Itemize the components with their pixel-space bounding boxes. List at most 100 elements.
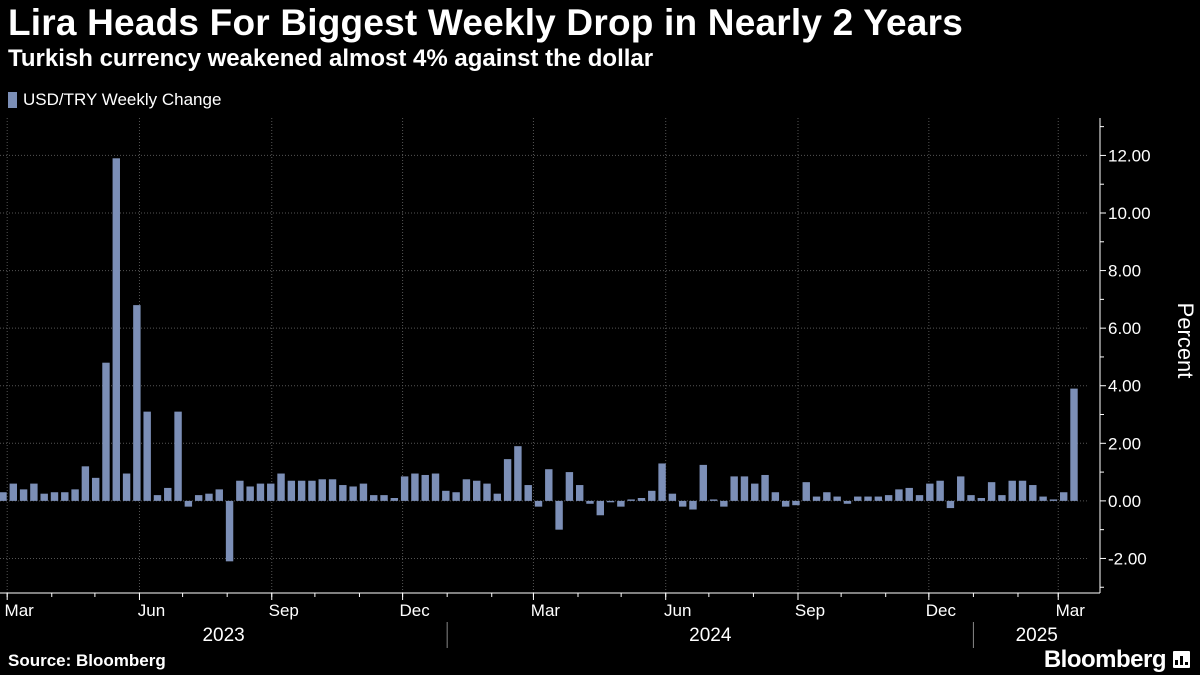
bar <box>483 483 491 501</box>
bar <box>967 495 975 501</box>
x-tick-label: Mar <box>1056 601 1086 620</box>
bar <box>957 476 965 501</box>
bar <box>339 485 347 501</box>
x-tick-label: Dec <box>926 601 957 620</box>
bar <box>133 305 141 501</box>
bar <box>761 474 769 501</box>
bar <box>792 500 800 506</box>
x-tick-label: Mar <box>5 601 35 620</box>
x-tick-label: Jun <box>664 601 691 620</box>
bar <box>998 495 1006 501</box>
year-label: 2023 <box>202 625 244 646</box>
bar <box>699 464 707 501</box>
bar <box>843 500 852 504</box>
legend: USD/TRY Weekly Change <box>8 90 221 110</box>
y-tick-label: 6.00 <box>1108 319 1141 338</box>
bar <box>781 500 790 507</box>
x-tick-label: Sep <box>269 601 299 620</box>
bar <box>915 495 924 501</box>
y-tick-label: -2.00 <box>1108 549 1147 568</box>
bar <box>946 500 955 509</box>
y-tick-label: 2.00 <box>1108 434 1141 453</box>
grid-lines <box>0 118 1087 593</box>
bar <box>297 480 306 501</box>
bar <box>1049 499 1058 501</box>
chart-title: Lira Heads For Biggest Weekly Drop in Ne… <box>8 2 963 43</box>
bar <box>740 476 749 501</box>
bar <box>0 492 7 501</box>
bar <box>678 500 687 507</box>
bar <box>854 496 862 501</box>
y-tick-label: 10.00 <box>1108 204 1151 223</box>
bar <box>689 500 697 510</box>
bar <box>493 493 502 501</box>
bar <box>802 482 810 501</box>
bar <box>215 489 223 501</box>
bar <box>575 485 584 501</box>
bar <box>184 500 193 507</box>
x-axis: Mar Jun Sep Dec Mar Jun Sep Dec Mar 2023 2024 2025 <box>0 592 1100 648</box>
bar <box>524 485 532 501</box>
bar <box>596 500 604 516</box>
bar <box>751 483 759 501</box>
bar <box>30 483 38 501</box>
bar <box>359 483 368 501</box>
legend-label: USD/TRY Weekly Change <box>23 90 222 109</box>
x-tick-label: Jun <box>138 601 165 620</box>
bar <box>977 498 986 501</box>
bar <box>864 496 872 501</box>
bar <box>895 489 903 501</box>
bar <box>431 473 440 501</box>
bar <box>987 482 996 501</box>
bar <box>112 158 120 501</box>
bar <box>143 411 151 501</box>
bar <box>534 500 543 507</box>
x-tick-label: Mar <box>531 601 561 620</box>
bar <box>1039 496 1047 501</box>
bar <box>503 459 512 501</box>
bar <box>102 362 110 501</box>
bar <box>287 480 296 501</box>
bar <box>627 499 635 501</box>
bar <box>1070 388 1078 501</box>
bar <box>936 480 944 501</box>
bar <box>71 489 79 501</box>
bar <box>617 500 625 507</box>
bar <box>164 487 172 501</box>
bar <box>40 493 48 501</box>
bar <box>390 498 399 501</box>
bar <box>205 493 213 501</box>
bar <box>648 490 656 501</box>
bar <box>153 495 162 501</box>
y-tick-label: 12.00 <box>1108 146 1151 165</box>
bar <box>586 500 594 504</box>
bar <box>606 500 615 503</box>
bar <box>823 492 831 501</box>
bar <box>400 476 409 501</box>
bar <box>308 480 316 501</box>
bar <box>884 495 893 501</box>
bar <box>442 490 450 501</box>
bloomberg-logo: Bloomberg <box>1043 646 1167 673</box>
x-tick-label: Dec <box>399 601 430 620</box>
bar <box>277 473 285 501</box>
bar <box>771 492 780 501</box>
bar <box>81 466 90 501</box>
bar <box>473 480 481 501</box>
bar <box>349 486 357 501</box>
bar <box>256 483 265 501</box>
bar <box>730 476 738 501</box>
y-axis-label: Percent <box>1173 303 1198 379</box>
bar <box>421 474 429 501</box>
bar <box>668 493 677 501</box>
bloomberg-mark-icon <box>1173 651 1190 668</box>
bar <box>1059 492 1068 501</box>
bars <box>0 158 1078 562</box>
bar <box>926 483 934 501</box>
bar <box>1018 480 1027 501</box>
bar <box>328 479 337 501</box>
bar <box>61 492 69 501</box>
bar <box>174 411 182 501</box>
bar <box>545 469 553 501</box>
